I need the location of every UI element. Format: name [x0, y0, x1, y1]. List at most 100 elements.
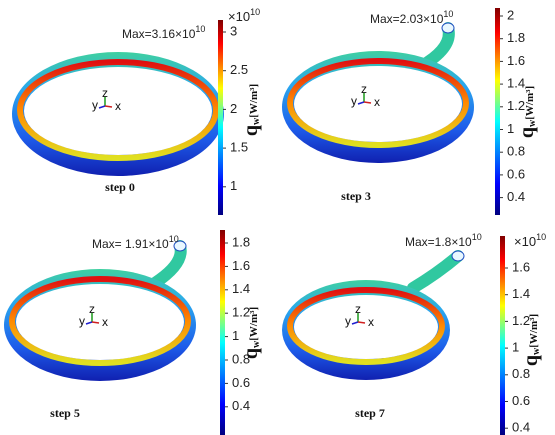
- axis-label: x: [374, 95, 380, 109]
- max-exponent: 10: [472, 232, 482, 242]
- colorbar-tick-label: 2.5: [230, 62, 248, 77]
- ring-hole: [294, 66, 462, 142]
- q-symbol: q: [240, 125, 262, 136]
- colorbar-label: qw[W/m³]: [240, 84, 263, 136]
- max-value: Max=1.8×10: [405, 235, 472, 249]
- axis-arrow: [91, 321, 100, 324]
- ring-inner: [287, 287, 445, 365]
- colorbar-tick-label: 0.4: [232, 398, 250, 413]
- q-subscript: w: [251, 340, 262, 348]
- axis-arrow: [357, 321, 366, 324]
- ring-hole: [294, 295, 438, 359]
- colorbar: [220, 230, 225, 435]
- colorbar-tick-label: 1: [232, 328, 239, 343]
- colorbar-exponent: ×1010: [228, 7, 260, 24]
- max-exponent: 10: [195, 24, 205, 34]
- colorbar: [495, 8, 500, 215]
- tube-tail: [407, 250, 464, 294]
- panel: yzx Max=2.03×1010 step 3 2 1.8 1.6 1.4 1.2 1 0.8 0…: [282, 7, 538, 215]
- q-subscript: w: [251, 117, 262, 125]
- ring-inner: [9, 276, 191, 366]
- axis-arrow: [98, 105, 106, 109]
- colorbar: [500, 236, 505, 435]
- axis-label: x: [368, 315, 374, 329]
- colorbar-tick-label: 1.2: [232, 305, 250, 320]
- tube-end: [451, 250, 465, 262]
- axis-label: y: [79, 314, 85, 328]
- colorbar-tick-label: 0.6: [512, 393, 530, 408]
- colorbar: [218, 20, 223, 215]
- ring-hole: [16, 284, 184, 360]
- colorbar-tick-label: 0.8: [507, 144, 525, 159]
- colorbar-tick-label: 1.5: [230, 140, 248, 155]
- exponent-base: ×10: [228, 9, 250, 24]
- q-unit: [W/m³]: [524, 86, 536, 120]
- max-exponent: 10: [443, 9, 453, 19]
- colorbar-tick-label: 0.6: [232, 375, 250, 390]
- q-symbol: q: [520, 355, 542, 366]
- colorbar-tick-label: 1: [230, 178, 237, 193]
- colorbar-label: qw[W/m³]: [240, 307, 263, 359]
- max-label: Max=1.8×1010: [405, 232, 482, 249]
- q-unit: [W/m³]: [248, 307, 260, 341]
- q-unit: [W/m³]: [248, 84, 260, 118]
- colorbar-label: qw[W/m³]: [516, 86, 539, 138]
- ring-inner: [17, 59, 219, 161]
- axis-label: y: [351, 94, 357, 108]
- axis-label: z: [355, 302, 361, 316]
- colorbar-tick-label: 0.4: [512, 420, 530, 435]
- colorbar-tick-label: 1: [512, 340, 519, 355]
- axis-arrow: [351, 321, 359, 325]
- colorbar-tick-label: 1.6: [512, 259, 530, 274]
- max-label: Max=2.03×1010: [370, 9, 453, 26]
- colorbar-tick-label: 2: [507, 7, 514, 22]
- colorbar-tick-label: 3: [230, 23, 237, 38]
- q-symbol: q: [516, 127, 538, 138]
- step-label: step 7: [355, 406, 385, 420]
- max-label: Max=3.16×1010: [122, 24, 205, 41]
- axis-label: x: [102, 315, 108, 329]
- max-value: Max=2.03×10: [370, 12, 444, 26]
- axis-label: y: [92, 98, 98, 112]
- axis-label: x: [115, 99, 121, 113]
- max-value: Max=3.16×10: [122, 27, 196, 41]
- colorbar-exponent: ×1010: [514, 232, 546, 249]
- axis-label: z: [102, 86, 108, 100]
- tube-end: [173, 240, 187, 252]
- colorbar-tick-label: 1.6: [507, 53, 525, 68]
- colorbar-tick-label: 1.8: [232, 234, 250, 249]
- colorbar-tick-label: 0.8: [512, 366, 530, 381]
- max-exponent: 10: [169, 234, 179, 244]
- axis-label: y: [345, 314, 351, 328]
- max-value: Max= 1.91×10: [92, 237, 169, 251]
- exponent-power: 10: [250, 7, 260, 17]
- axis-arrow: [357, 101, 365, 105]
- colorbar-tick-label: 1.2: [507, 98, 525, 113]
- q-symbol: q: [240, 348, 262, 359]
- colorbar-tick-label: 1.4: [507, 76, 525, 91]
- colorbar-tick-label: 0.4: [507, 189, 525, 204]
- colorbar-tick-label: 0.6: [507, 166, 525, 181]
- colorbar-tick-label: 1.4: [512, 286, 530, 301]
- axis-arrow: [104, 105, 113, 108]
- step-label: step 3: [341, 189, 371, 203]
- colorbar-tick-label: 1.8: [507, 30, 525, 45]
- colorbar-tick-label: 0.8: [232, 351, 250, 366]
- axis-label: z: [361, 82, 367, 96]
- step-label: step 5: [50, 406, 80, 420]
- axis-arrow: [85, 321, 93, 325]
- ring-hole: [24, 67, 212, 155]
- q-subscript: w: [531, 347, 542, 355]
- colorbar-label: qw[W/m³]: [520, 314, 543, 366]
- exponent-power: 10: [536, 232, 546, 242]
- q-subscript: w: [527, 119, 538, 127]
- colorbar-tick-label: 1: [507, 121, 514, 136]
- tube-end: [441, 22, 455, 34]
- step-label: step 0: [105, 180, 135, 194]
- panel: yzx Max= 1.91×1010 step 5 1.8 1.6 1.4 1.2 1 0.8 0…: [4, 230, 262, 435]
- max-label: Max= 1.91×1010: [92, 234, 179, 251]
- axis-arrow: [363, 101, 372, 104]
